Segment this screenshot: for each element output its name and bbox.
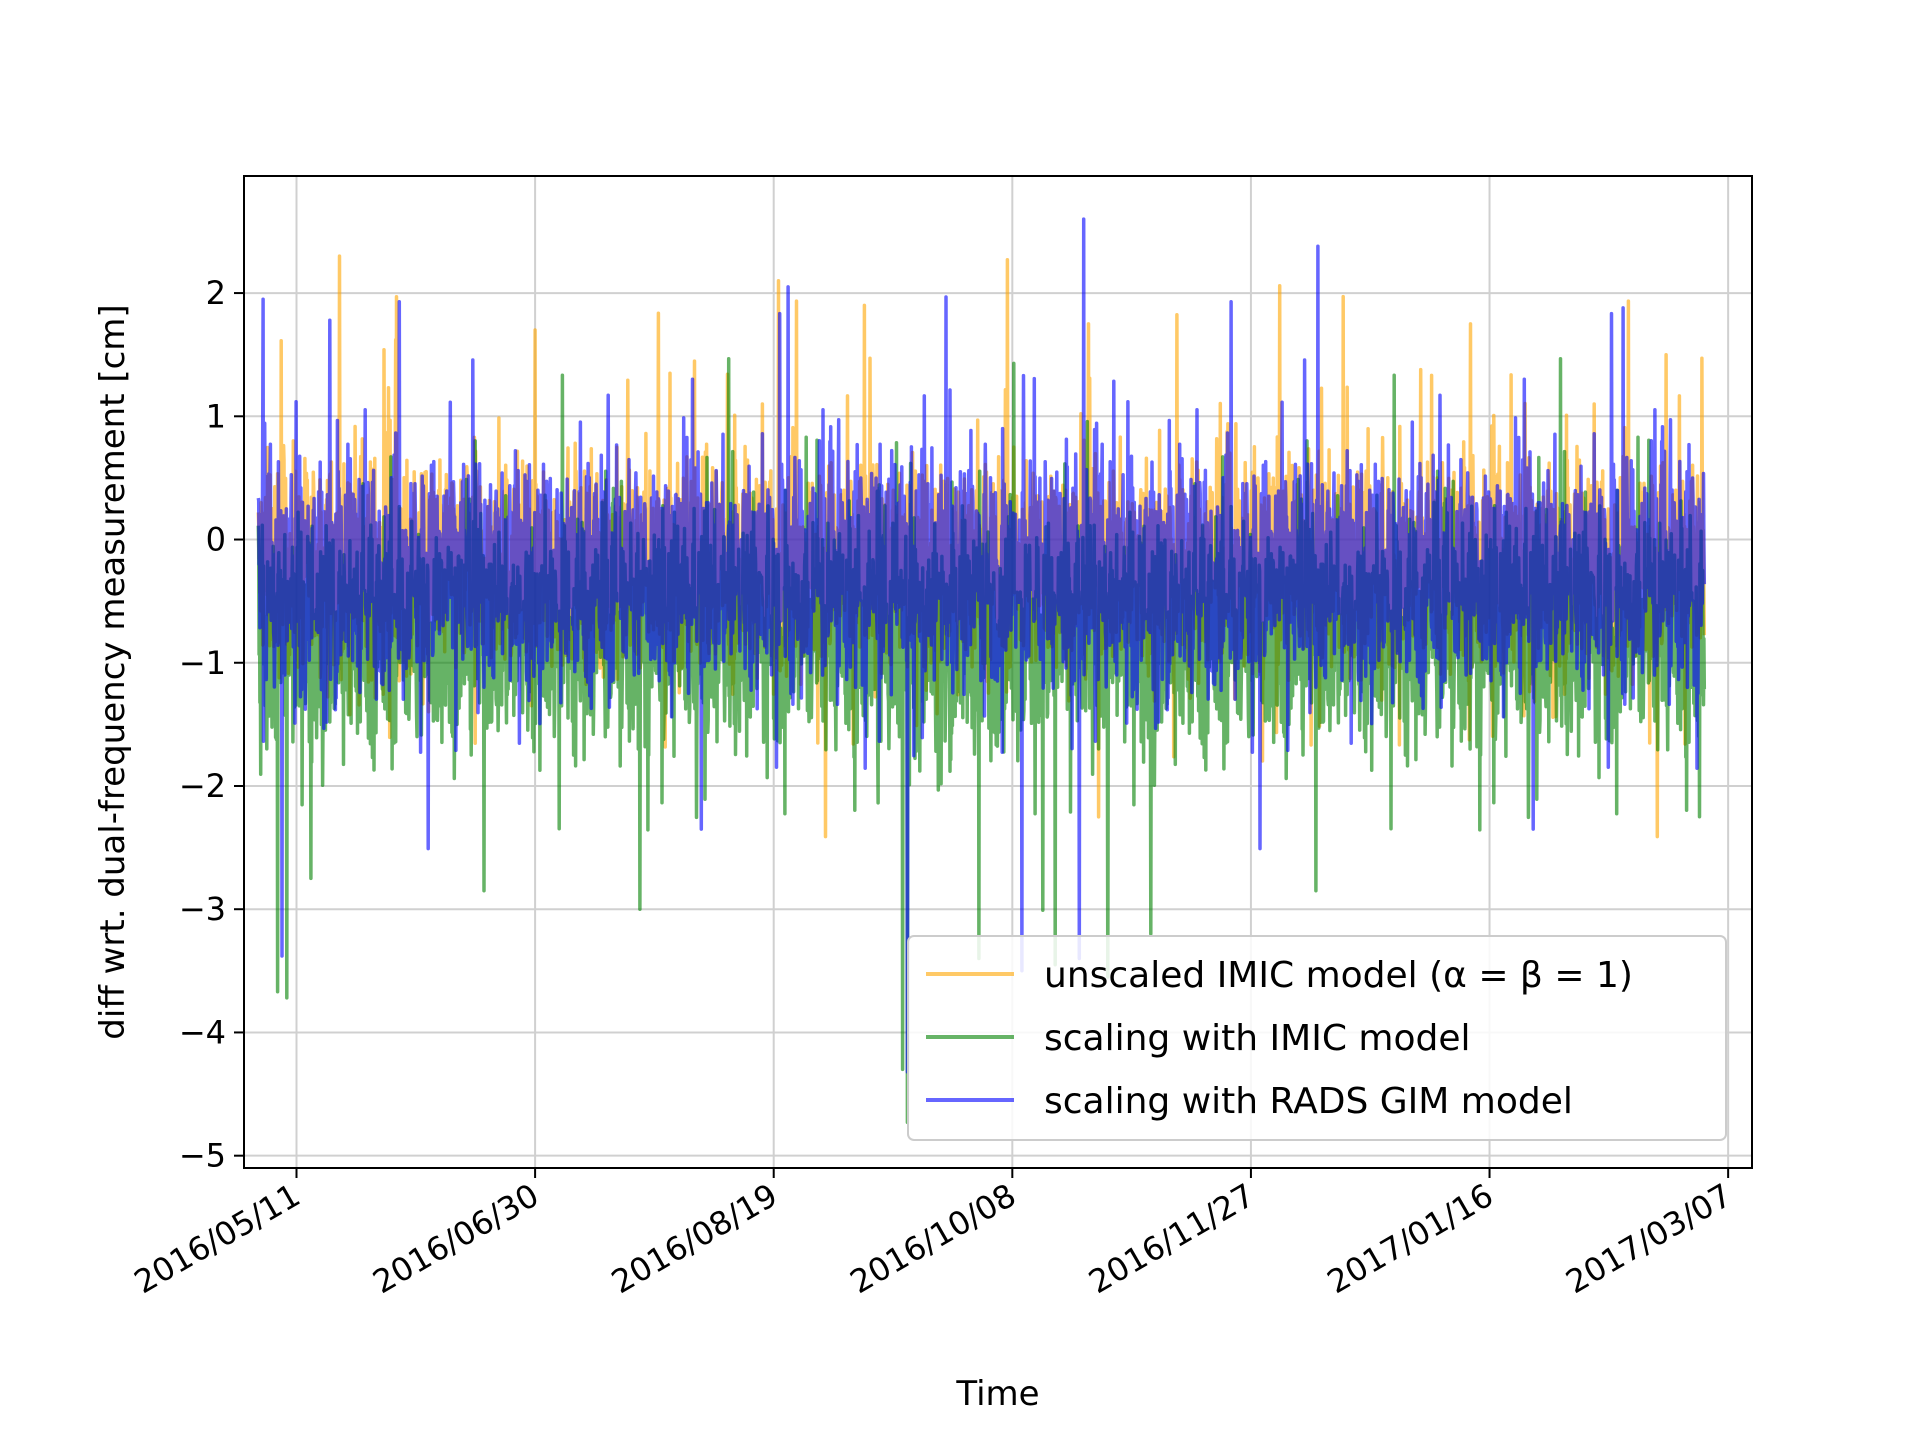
- y-tick-label: 0: [206, 521, 226, 559]
- y-tick-label: −4: [179, 1013, 226, 1051]
- y-tick-label: −2: [179, 767, 226, 805]
- x-tick-label: 2016/06/30: [366, 1176, 545, 1301]
- series-line-2: [256, 217, 1707, 1074]
- legend-box: [907, 935, 1727, 1141]
- y-tick-label: −5: [179, 1137, 226, 1175]
- y-tick-label: 2: [206, 274, 226, 312]
- x-axis: 2016/05/11 2016/06/30 2016/08/19 2016/10/08…: [128, 1168, 1738, 1301]
- plot-series: [256, 217, 1707, 1125]
- x-tick-label: 2016/08/19: [605, 1176, 784, 1301]
- y-axis: −5 −4 −3 −2 −1 0 1 2: [179, 274, 244, 1175]
- x-tick-label: 2016/11/27: [1082, 1176, 1261, 1301]
- y-tick-label: −1: [179, 644, 226, 682]
- plot-frame: [243, 175, 1753, 1169]
- x-tick-label: 2016/05/11: [128, 1176, 307, 1301]
- x-axis-label: Time: [955, 1374, 1039, 1414]
- x-tick-label: 2017/03/07: [1559, 1176, 1738, 1301]
- y-tick-label: −3: [179, 890, 226, 928]
- x-tick-label: 2017/01/16: [1321, 1176, 1500, 1301]
- y-tick-label: 1: [206, 397, 226, 435]
- y-axis-label: diff wrt. dual-frequency measurement [cm…: [93, 304, 133, 1039]
- legend-label: scaling with RADS GIM model: [1044, 1081, 1573, 1122]
- x-tick-label: 2016/10/08: [844, 1176, 1023, 1301]
- legend-label: scaling with IMIC model: [1044, 1018, 1471, 1059]
- legend-label: unscaled IMIC model (α = β = 1): [1044, 955, 1633, 996]
- legend: unscaled IMIC model (α = β = 1) scaling w…: [907, 935, 1727, 1141]
